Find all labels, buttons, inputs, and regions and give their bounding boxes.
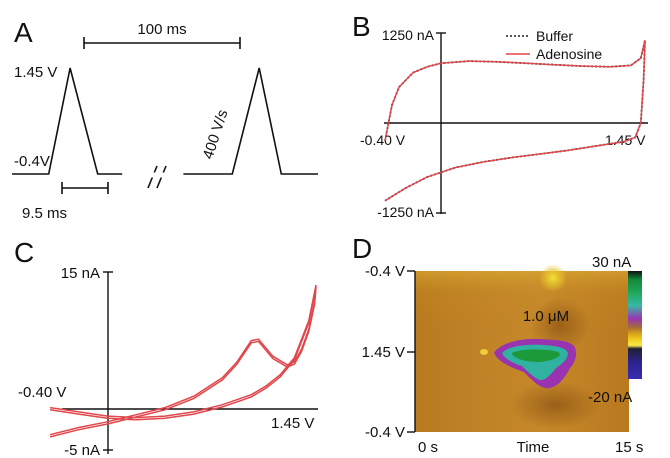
panel-b: B 1250 nA -1250 nA -0.40 V 1.45 V Buffer… <box>352 11 648 220</box>
cv-series-b <box>384 39 646 202</box>
b-xlabel-right: 1.45 V <box>605 132 646 148</box>
v-low-label: -0.4V <box>14 153 50 170</box>
d-xtick-left: 0 s <box>418 439 438 456</box>
heatmap-dark-region-2 <box>510 381 600 429</box>
panel-label-b: B <box>352 11 371 42</box>
d-ytick-mid: 1.45 V <box>362 344 405 361</box>
series-trace-2 <box>49 287 317 438</box>
heatmap-green-core <box>512 349 560 363</box>
legend-b: Buffer Adenosine <box>506 28 602 62</box>
panel-c: C 15 nA -5 nA -0.40 V 1.45 V <box>14 237 318 458</box>
v-high-label: 1.45 V <box>14 64 57 81</box>
duration-bracket <box>61 182 109 194</box>
panel-d: D 30 nA -20 nA 1.0 μM -0.4 V 1.45 V -0.4… <box>352 233 643 456</box>
duration-label: 9.5 ms <box>22 205 67 222</box>
axis-break-icon <box>147 165 167 189</box>
c-ytick-bottom: -5 nA <box>64 442 100 458</box>
panel-label-a: A <box>14 17 33 48</box>
cv-series-c <box>49 284 317 438</box>
panel-a: A 100 ms 1.45 V -0.4V 400 V/s 9.5 ms <box>12 17 318 222</box>
b-ytick-top: 1250 nA <box>382 27 435 43</box>
panel-label-d: D <box>352 233 372 264</box>
legend-label-adenosine: Adenosine <box>536 46 602 62</box>
axes-b <box>384 32 648 214</box>
b-xlabel-left: -0.40 V <box>360 132 406 148</box>
heatmap <box>415 264 629 432</box>
colorbar <box>628 271 642 379</box>
d-ytick-bottom: -0.4 V <box>365 424 405 441</box>
c-xlabel-left: -0.40 V <box>18 384 66 401</box>
panel-label-c: C <box>14 237 34 268</box>
c-xlabel-right: 1.45 V <box>271 415 314 432</box>
colorbar-min-label: -20 nA <box>588 389 632 406</box>
series-adenosine <box>384 40 646 202</box>
period-label: 100 ms <box>137 21 186 38</box>
c-ytick-top: 15 nA <box>61 265 100 282</box>
heatmap-dot <box>480 349 488 355</box>
heatmap-dark-region <box>530 297 590 353</box>
concentration-label: 1.0 μM <box>523 308 569 325</box>
scan-rate-label: 400 V/s <box>200 108 232 162</box>
waveform-trace <box>12 67 318 175</box>
d-xlabel: Time <box>517 439 550 456</box>
axes-d <box>407 270 416 433</box>
series-buffer <box>384 39 646 202</box>
heatmap-yellow-peak <box>539 264 567 292</box>
colorbar-max-label: 30 nA <box>592 254 631 271</box>
d-xtick-right: 15 s <box>615 439 643 456</box>
period-bracket <box>83 37 241 49</box>
heatmap-top-band <box>415 271 629 331</box>
d-ytick-top: -0.4 V <box>365 263 405 280</box>
legend-label-buffer: Buffer <box>536 28 573 44</box>
b-ytick-bottom: -1250 nA <box>377 204 434 220</box>
